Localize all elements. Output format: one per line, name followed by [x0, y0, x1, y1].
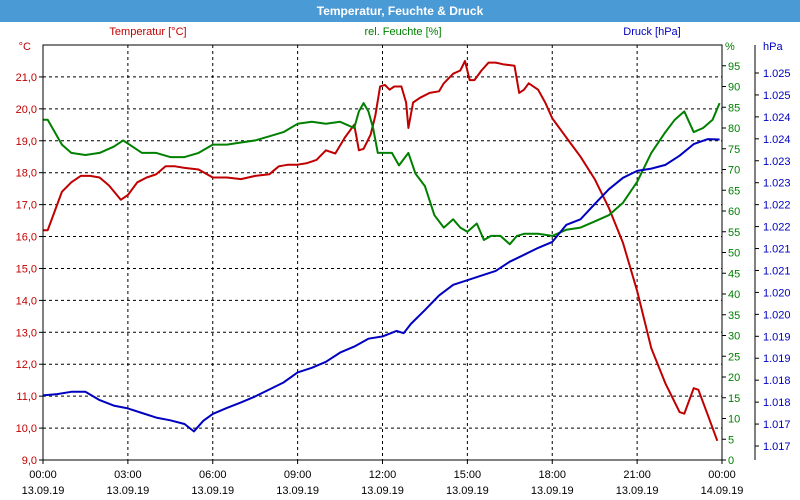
pressure-tick-label: 1.020 — [763, 309, 791, 321]
humidity-tick-label: 15 — [728, 393, 740, 405]
temperature-tick-label: 19,0 — [16, 136, 37, 148]
pressure-tick-label: 1.024 — [763, 134, 791, 146]
pressure-title: Druck [hPa] — [623, 26, 680, 38]
series-lines — [42, 60, 721, 442]
humidity-tick-label: 10 — [728, 414, 740, 426]
humidity-tick-label: 20 — [728, 372, 740, 384]
humidity-tick-label: 25 — [728, 351, 740, 363]
temperature-tick-label: 12,0 — [16, 359, 37, 371]
series-line-temperature — [43, 60, 719, 442]
pressure-tick-label: 1.023 — [763, 156, 791, 168]
humidity-tick-label: 5 — [728, 434, 734, 446]
humidity-tick-label: 60 — [728, 206, 740, 218]
pressure-tick-label: 1.025 — [763, 68, 791, 80]
humidity-tick-label: 85 — [728, 102, 740, 114]
humidity-tick-label: 80 — [728, 123, 740, 135]
pressure-axis: 1.017 1.017 1.018 1.018 1.019 1.019 1.020 1.020… — [755, 41, 791, 453]
pressure-tick-label: 1.019 — [763, 331, 791, 343]
time-tick-label: 09:00 — [284, 469, 312, 481]
humidity-unit: % — [725, 41, 735, 53]
humidity-tick-label: 75 — [728, 144, 740, 156]
humidity-tick-label: 90 — [728, 82, 740, 94]
time-tick-label: 18:00 — [538, 469, 566, 481]
temperature-tick-label: 17,0 — [16, 200, 37, 212]
axis-titles: Temperatur [°C] rel. Feuchte [%] Druck [hP… — [109, 26, 680, 38]
grid-lines — [43, 45, 722, 460]
chart-title: Temperatur, Feuchte & Druck — [0, 0, 800, 22]
temperature-tick-label: 10,0 — [16, 423, 37, 435]
pressure-tick-label: 1.023 — [763, 178, 791, 190]
temperature-tick-label: 20,0 — [16, 104, 37, 116]
date-tick-label: 13.09.19 — [106, 485, 149, 497]
pressure-tick-label: 1.022 — [763, 222, 791, 234]
humidity-axis: 0 5 10 15 20 25 30 35 40 45 50 55 60 65 70 75 80 85 90 95% — [722, 41, 740, 467]
date-tick-label: 13.09.19 — [191, 485, 234, 497]
temperature-tick-label: 16,0 — [16, 232, 37, 244]
date-tick-label: 13.09.19 — [616, 485, 659, 497]
time-tick-label: 00:00 — [29, 469, 57, 481]
temperature-tick-label: 15,0 — [16, 263, 37, 275]
time-tick-label: 15:00 — [454, 469, 482, 481]
temperature-title: Temperatur [°C] — [109, 26, 186, 38]
time-tick-label: 12:00 — [369, 469, 397, 481]
date-tick-label: 13.09.19 — [22, 485, 65, 497]
temperature-tick-label: 21,0 — [16, 72, 37, 84]
pressure-tick-label: 1.021 — [763, 244, 791, 256]
pressure-tick-label: 1.025 — [763, 90, 791, 102]
humidity-tick-label: 70 — [728, 165, 740, 177]
date-tick-label: 13.09.19 — [446, 485, 489, 497]
temperature-tick-label: 13,0 — [16, 327, 37, 339]
pressure-tick-label: 1.022 — [763, 200, 791, 212]
humidity-tick-label: 50 — [728, 248, 740, 260]
humidity-title: rel. Feuchte [%] — [364, 26, 441, 38]
temperature-tick-label: 11,0 — [16, 391, 37, 403]
humidity-tick-label: 95 — [728, 61, 740, 73]
pressure-tick-label: 1.021 — [763, 265, 791, 277]
temperature-tick-label: 9,0 — [22, 455, 37, 467]
date-tick-label: 14.09.19 — [701, 485, 744, 497]
date-tick-label: 13.09.19 — [276, 485, 319, 497]
pressure-tick-label: 1.017 — [763, 419, 791, 431]
humidity-tick-label: 55 — [728, 227, 740, 239]
humidity-tick-label: 40 — [728, 289, 740, 301]
series-line-humidity — [43, 102, 721, 246]
humidity-tick-label: 45 — [728, 268, 740, 280]
humidity-tick-label: 0 — [728, 455, 734, 467]
humidity-tick-label: 35 — [728, 310, 740, 322]
time-tick-label: 06:00 — [199, 469, 227, 481]
pressure-tick-label: 1.019 — [763, 353, 791, 365]
pressure-tick-label: 1.018 — [763, 375, 791, 387]
series-line-pressure — [42, 138, 720, 433]
time-tick-label: 00:00 — [708, 469, 736, 481]
pressure-tick-label: 1.020 — [763, 287, 791, 299]
temperature-tick-label: 18,0 — [16, 168, 37, 180]
pressure-unit: hPa — [763, 41, 783, 53]
pressure-tick-label: 1.017 — [763, 441, 791, 453]
date-tick-label: 13.09.19 — [361, 485, 404, 497]
temperature-unit: °C — [19, 41, 31, 53]
temperature-tick-label: 14,0 — [16, 295, 37, 307]
humidity-tick-label: 65 — [728, 185, 740, 197]
pressure-tick-label: 1.024 — [763, 112, 791, 124]
pressure-tick-label: 1.018 — [763, 397, 791, 409]
time-axis: 00:00 13.09.19 03:00 13.09.19 06:00 13.09.19 0… — [22, 460, 744, 497]
plot-frame — [42, 44, 756, 461]
temperature-axis: 9,0 10,0 11,0 12,0 13,0 14,0 15,0 16,0 17,0 18,0 1… — [16, 41, 43, 467]
humidity-tick-label: 30 — [728, 331, 740, 343]
time-tick-label: 03:00 — [114, 469, 142, 481]
date-tick-label: 13.09.19 — [531, 485, 574, 497]
time-tick-label: 21:00 — [623, 469, 651, 481]
